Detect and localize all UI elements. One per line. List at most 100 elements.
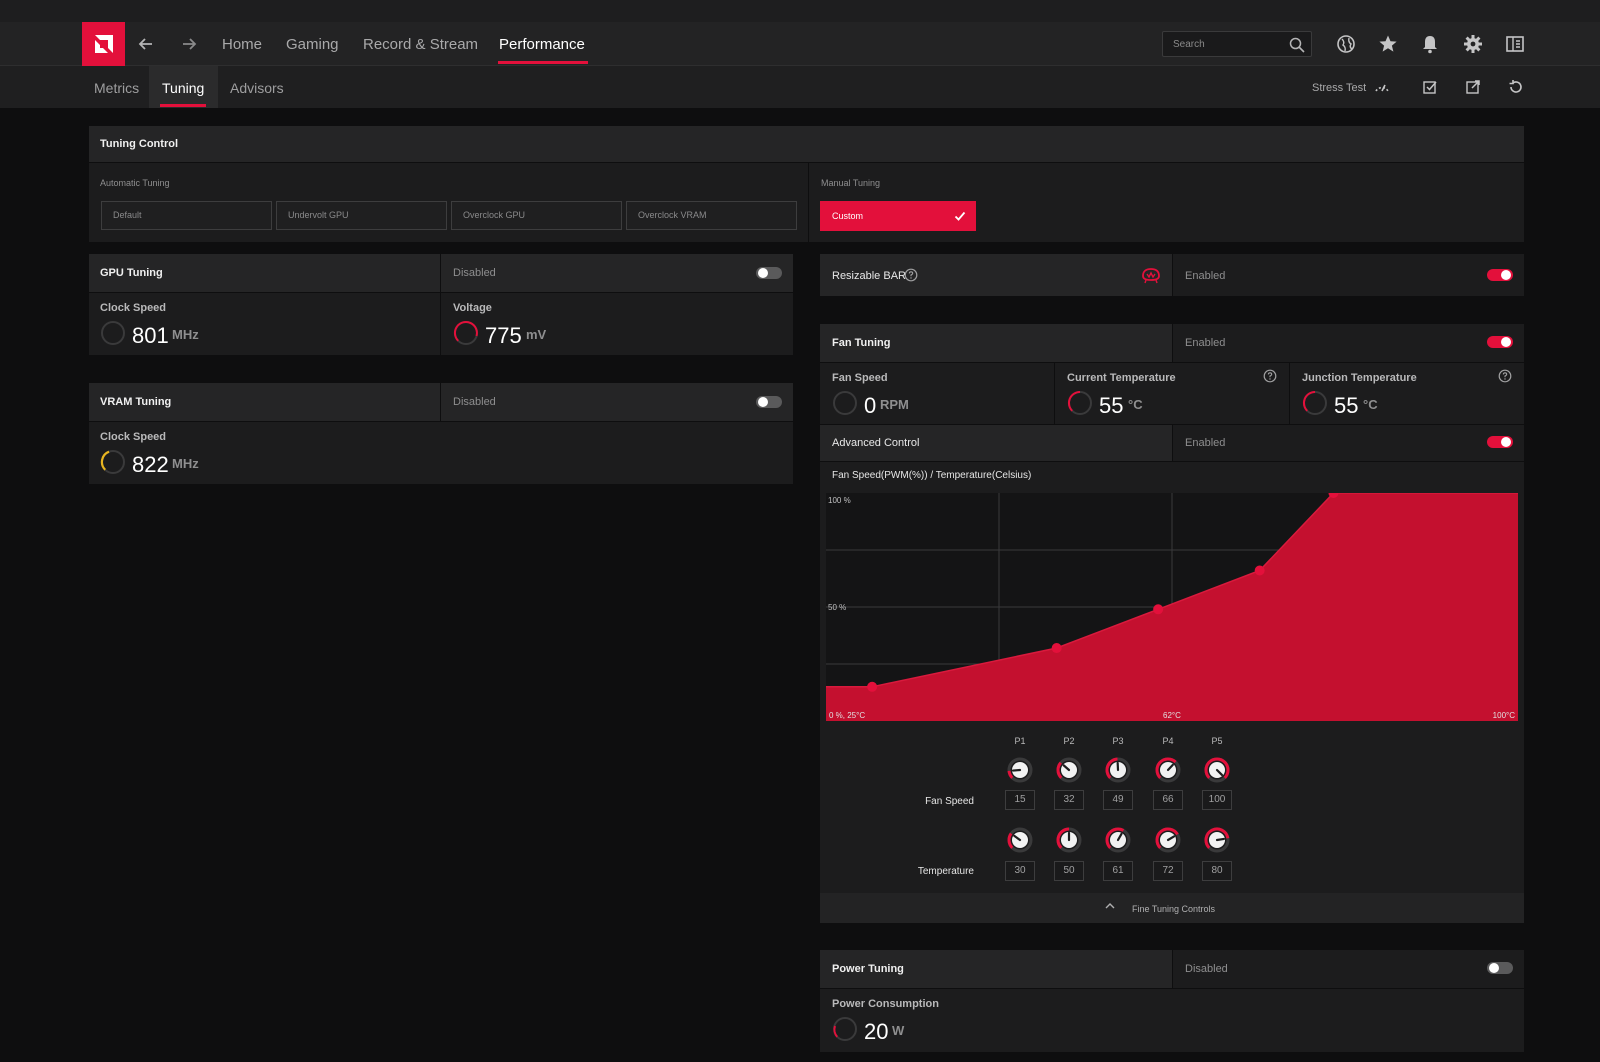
subtab-metrics[interactable]: Metrics <box>94 80 140 96</box>
stress-test-label[interactable]: Stress Test <box>1312 82 1367 94</box>
gpu-tuning-toggle[interactable] <box>756 267 782 279</box>
fan-speed-input-p5[interactable]: 100 <box>1202 790 1232 810</box>
junction-temperature-help-icon[interactable] <box>1498 369 1512 383</box>
sub-navigation: Metrics Tuning Advisors Stress Test <box>0 66 1600 108</box>
current-temperature-help-icon[interactable] <box>1263 369 1277 383</box>
subtab-tuning[interactable]: Tuning <box>162 80 205 96</box>
nav-tab-home[interactable]: Home <box>222 36 263 53</box>
curve-point-p2[interactable] <box>1051 643 1062 654</box>
fan-speed-knob-p4[interactable] <box>1154 756 1182 784</box>
current-temperature-value: 55 <box>1099 393 1124 418</box>
vram-tuning-divider-v <box>440 383 441 421</box>
current-temperature-gauge <box>1067 390 1092 415</box>
temperature-row-label: Temperature <box>917 866 974 877</box>
temperature-input-p2[interactable]: 50 <box>1054 861 1084 881</box>
advanced-control-divider-bottom <box>820 461 1524 462</box>
fine-tuning-controls-bar[interactable] <box>820 893 1524 923</box>
gpu-clock-speed-label: Clock Speed <box>100 302 167 314</box>
tuning-control-divider <box>89 162 1524 163</box>
fan-speed-knob-p2[interactable] <box>1055 756 1083 784</box>
fan-speed-input-p4[interactable]: 66 <box>1153 790 1183 810</box>
fan-speed-knob-p3[interactable] <box>1104 756 1132 784</box>
preset-overclock-gpu-button[interactable]: Overclock GPU <box>451 201 622 230</box>
globe-icon[interactable] <box>1335 33 1357 55</box>
temperature-input-p4[interactable]: 72 <box>1153 861 1183 881</box>
checkmark-icon <box>954 211 966 221</box>
power-tuning-status: Disabled <box>1185 963 1228 975</box>
fan-speed-gauge <box>833 391 857 415</box>
fan-speed-input-p2[interactable]: 32 <box>1054 790 1084 810</box>
curve-point-p3[interactable] <box>1153 604 1164 615</box>
gpu-tuning-title: GPU Tuning <box>100 267 163 279</box>
vram-tuning-status: Disabled <box>453 396 496 408</box>
temperature-input-p3[interactable]: 61 <box>1103 861 1133 881</box>
gear-icon[interactable] <box>1462 33 1484 55</box>
temperature-knob-p1[interactable] <box>1006 826 1034 854</box>
temperature-knob-p3[interactable] <box>1104 826 1132 854</box>
temperature-knob-p4[interactable] <box>1154 826 1182 854</box>
search-input[interactable] <box>1163 32 1283 56</box>
resizable-bar-title: Resizable BAR <box>832 270 906 282</box>
curve-point-p4[interactable] <box>1254 565 1265 576</box>
subtab-advisors[interactable]: Advisors <box>230 80 284 96</box>
sidebar-icon[interactable] <box>1504 33 1526 55</box>
resizable-bar-help-icon[interactable] <box>904 268 918 282</box>
fan-speed-input-p3[interactable]: 49 <box>1103 790 1133 810</box>
search-icon[interactable] <box>1288 36 1306 54</box>
active-tab-indicator <box>498 61 588 64</box>
resizable-bar-toggle[interactable] <box>1487 269 1513 281</box>
star-icon[interactable] <box>1377 33 1399 55</box>
fan-speed-knob-p1[interactable] <box>1006 756 1034 784</box>
curve-point-p1[interactable] <box>867 681 878 692</box>
temperature-knob-p5[interactable] <box>1203 826 1231 854</box>
save-profile-icon[interactable] <box>1421 78 1439 96</box>
power-tuning-title: Power Tuning <box>832 963 904 975</box>
chevron-up-icon[interactable] <box>1104 901 1116 911</box>
power-consumption-value: 20 <box>864 1019 889 1044</box>
vram-clock-gauge <box>100 450 125 474</box>
amd-logo-icon <box>94 35 113 53</box>
advanced-control-divider-top <box>820 424 1524 425</box>
toggle-knob <box>758 268 768 278</box>
y-tick-label: 100 % <box>828 496 851 505</box>
fine-tuning-controls-label[interactable]: Fine Tuning Controls <box>1132 904 1216 914</box>
bell-icon[interactable] <box>1419 33 1441 55</box>
power-tuning-toggle[interactable] <box>1487 962 1513 974</box>
preset-undervolt-gpu-button[interactable]: Undervolt GPU <box>276 201 447 230</box>
custom-tuning-button[interactable]: Custom <box>820 201 976 231</box>
toggle-knob <box>1501 270 1511 280</box>
voltage-unit: mV <box>526 327 547 342</box>
fan-tuning-toggle[interactable] <box>1487 336 1513 348</box>
reset-icon[interactable] <box>1507 78 1525 96</box>
back-arrow-icon[interactable] <box>135 33 157 55</box>
gpu-clock-speed-unit: MHz <box>172 327 199 342</box>
curve-point-p5[interactable] <box>1328 493 1339 498</box>
preset-default-button[interactable]: Default <box>101 201 272 230</box>
x-tick-label: 100°C <box>1493 711 1516 720</box>
fan-curve-chart[interactable]: 100 % 50 % 0 %, 25°C 62°C 100°C <box>826 493 1518 721</box>
vram-clock-speed-label: Clock Speed <box>100 431 167 443</box>
gpu-tuning-divider-v <box>440 254 441 355</box>
window-title-bar <box>0 0 1600 22</box>
stress-test-icon[interactable] <box>1373 78 1391 96</box>
temperature-input-p1[interactable]: 30 <box>1005 861 1035 881</box>
temperature-input-p5[interactable]: 80 <box>1202 861 1232 881</box>
gpu-tuning-header <box>89 254 793 292</box>
nav-tab-gaming[interactable]: Gaming <box>286 36 339 53</box>
nav-tab-performance[interactable]: Performance <box>499 36 585 53</box>
amd-logo-button[interactable] <box>82 22 125 66</box>
advanced-control-toggle[interactable] <box>1487 436 1513 448</box>
toggle-knob <box>1489 963 1499 973</box>
fan-tuning-divider <box>1172 324 1173 362</box>
temperature-knob-p2[interactable] <box>1055 826 1083 854</box>
nav-tab-record-stream[interactable]: Record & Stream <box>363 36 479 53</box>
fan-speed-knob-p5[interactable] <box>1203 756 1231 784</box>
fan-speed-input-p1[interactable]: 15 <box>1005 790 1035 810</box>
preset-overclock-vram-button[interactable]: Overclock VRAM <box>626 201 797 230</box>
current-temperature-unit: °C <box>1128 397 1143 412</box>
export-icon[interactable] <box>1464 78 1482 96</box>
forward-arrow-icon[interactable] <box>178 33 200 55</box>
fan-curve-title: Fan Speed(PWM(%)) / Temperature(Celsius) <box>832 470 1032 481</box>
point-label-p2: P2 <box>1063 736 1075 746</box>
vram-tuning-toggle[interactable] <box>756 396 782 408</box>
